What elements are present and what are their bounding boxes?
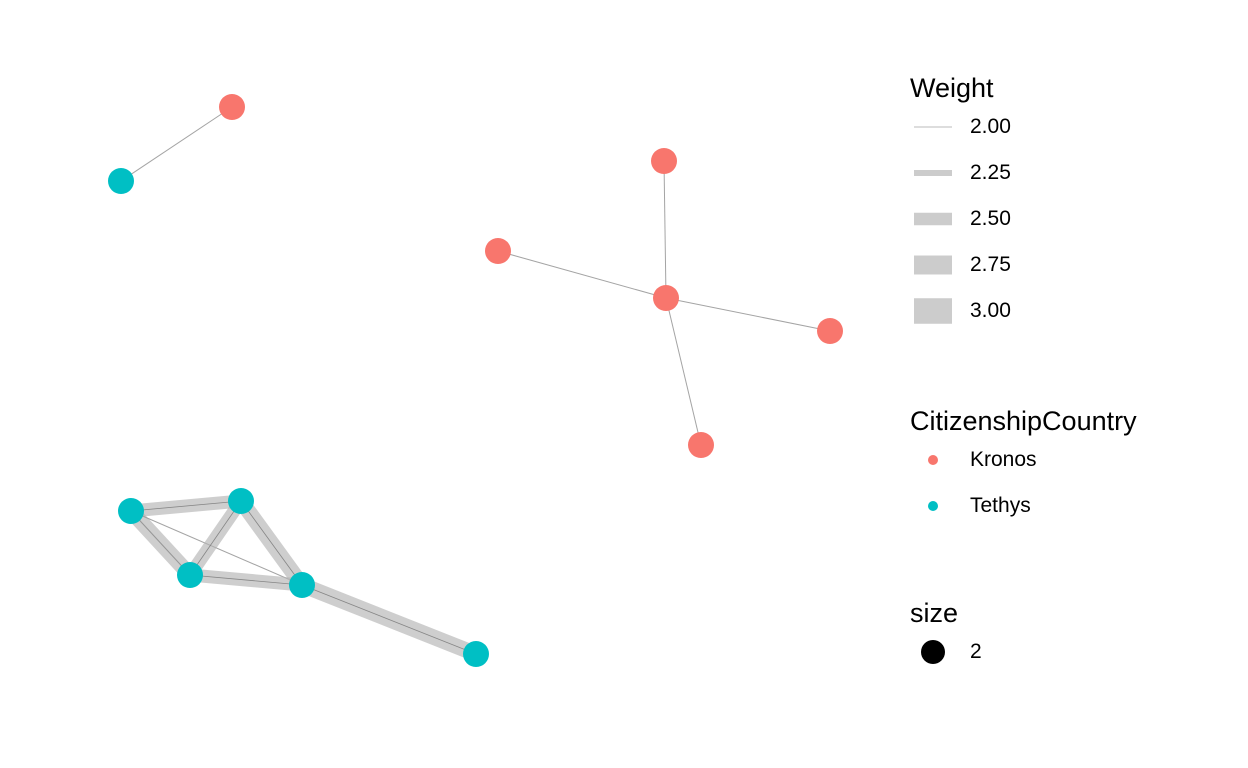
network-edge-core [240, 500, 303, 586]
network-node-tethys [289, 572, 315, 598]
network-edge [665, 297, 702, 446]
network-edge [497, 250, 667, 299]
legend-country-label: Tethys [970, 494, 1031, 517]
legend-weight-label: 2.50 [970, 207, 1011, 230]
legend-weight: Weight 2.00 2.25 2.50 2.75 3.00 [910, 72, 1011, 334]
legend-weight-entry: 3.00 [910, 288, 1011, 334]
node-layer [108, 94, 843, 667]
legend-size-label: 2 [970, 640, 982, 663]
network-node-tethys [228, 488, 254, 514]
legend-size-dot-icon [921, 640, 945, 664]
legend-size-entry: 2 [910, 629, 982, 675]
legend-weight-key-line [914, 298, 952, 324]
legend-weight-entry: 2.50 [910, 196, 1011, 242]
network-node-tethys [177, 562, 203, 588]
network-edge-core [189, 500, 242, 576]
legend-weight-entry: 2.75 [910, 242, 1011, 288]
legend-weight-label: 2.75 [970, 253, 1011, 276]
network-node-tethys [118, 498, 144, 524]
legend-country-title: CitizenshipCountry [910, 406, 1137, 436]
network-node-tethys [463, 641, 489, 667]
legend-weight-title: Weight [910, 73, 994, 103]
network-edge [120, 106, 233, 182]
network-node-kronos [653, 285, 679, 311]
network-edge-core [301, 584, 477, 655]
legend-country-entry-kronos: Kronos [910, 437, 1137, 483]
edge-layer [120, 106, 831, 662]
network-node-kronos [817, 318, 843, 344]
legend-weight-label: 2.25 [970, 161, 1011, 184]
network-node-kronos [688, 432, 714, 458]
network-edge [663, 160, 667, 299]
legend-weight-entry: 2.25 [910, 150, 1011, 196]
legend-country-label: Kronos [970, 448, 1037, 471]
legend-weight-entries: 2.00 2.25 2.50 2.75 3.00 [910, 104, 1011, 334]
legend-size-title: size [910, 598, 959, 628]
legend-weight-key-line [914, 170, 952, 176]
network-node-kronos [219, 94, 245, 120]
legend-size: size 2 [910, 597, 982, 675]
network-node-tethys [108, 168, 134, 194]
legend-weight-key-line [914, 212, 952, 226]
legend-weight-label: 2.00 [970, 115, 1011, 138]
network-edge-core [130, 500, 242, 512]
legend-citizenship-country: CitizenshipCountry Kronos Tethys [910, 405, 1137, 529]
legend-weight-entry: 2.00 [910, 104, 1011, 150]
legend-country-entry-tethys: Tethys [910, 483, 1137, 529]
legend-dot-icon [928, 455, 938, 465]
network-edge-core [189, 574, 303, 586]
network-node-kronos [485, 238, 511, 264]
network-node-kronos [651, 148, 677, 174]
network-edge [130, 510, 191, 576]
legend-weight-key-line [914, 126, 952, 128]
legend-dot-icon [928, 501, 938, 511]
legend-weight-key-line [914, 255, 952, 275]
network-edge [665, 297, 831, 332]
legend-weight-label: 3.00 [970, 299, 1011, 322]
